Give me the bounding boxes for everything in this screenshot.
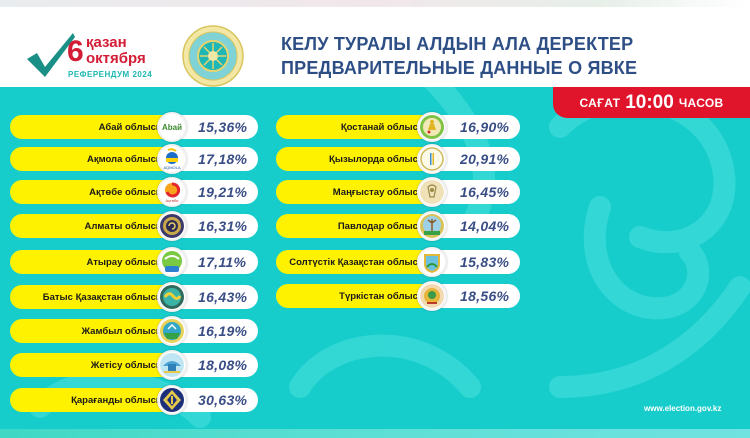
turnout-value: 17,11% <box>198 254 247 270</box>
almaty-emblem-icon <box>157 211 187 241</box>
region-name: Жамбыл облысы <box>81 325 164 337</box>
region-row: Маңғыстау облысы 16,45% <box>276 177 520 207</box>
region-row: Қызылорда облысы 20,91% <box>276 144 520 174</box>
logo-referendum: РЕФЕРЕНДУМ 2024 <box>68 70 153 79</box>
region-name: Батыс Қазақстан облысы <box>42 291 164 303</box>
akmola-emblem-icon: AQMOLA <box>157 144 187 174</box>
region-row: Павлодар облысы 14,04% <box>276 211 520 241</box>
turnout-value: 18,08% <box>198 357 248 373</box>
kyzylorda-emblem-icon <box>417 144 447 174</box>
north-kazakhstan-emblem-icon <box>417 247 447 277</box>
turnout-value: 18,56% <box>460 288 510 304</box>
abai-emblem-icon: Аbай <box>157 112 187 142</box>
region-name: Алматы облысы <box>84 220 164 232</box>
region-row: Жамбыл облысы 16,19% <box>10 316 258 346</box>
aktobe-emblem-icon: Ақтөбе <box>157 177 187 207</box>
region-name: Атырау облысы <box>86 256 165 268</box>
region-name: Түркістан облысы <box>339 290 426 302</box>
atyrau-emblem-icon <box>157 247 187 277</box>
region-row: Түркістан облысы 18,56% <box>276 281 520 311</box>
region-row: Атырау облысы 17,11% <box>10 247 258 277</box>
election-commission-emblem-icon <box>182 25 244 87</box>
top-strip <box>0 0 750 7</box>
bottom-strip <box>0 429 750 438</box>
logo-month-kz: қазан <box>86 34 127 51</box>
turnout-value: 15,36% <box>198 119 248 135</box>
region-row: Қостанай облысы 16,90% <box>276 112 520 142</box>
karaganda-emblem-icon <box>157 385 187 415</box>
turnout-value: 17,18% <box>198 151 248 167</box>
logo-day: 6 <box>67 35 84 68</box>
region-row: Ақмола облысы 17,18% AQMOLA <box>10 144 258 174</box>
svg-text:AQMOLA: AQMOLA <box>163 165 180 170</box>
turnout-value: 16,43% <box>198 289 248 305</box>
time-suffix: ЧАСОВ <box>678 95 724 110</box>
website-link[interactable]: www.election.gov.kz <box>644 404 722 413</box>
svg-text:Аbай: Аbай <box>162 123 182 132</box>
region-row: Қарағанды облысы 30,63% <box>10 385 258 415</box>
turnout-panel: Абай облысы 15,36% Аbай Ақмола облысы 17… <box>0 87 750 429</box>
pavlodar-emblem-icon <box>417 211 447 241</box>
region-name: Абай облысы <box>98 121 164 133</box>
region-row: Алматы облысы 16,31% <box>10 211 258 241</box>
turnout-value: 16,45% <box>460 184 510 200</box>
turnout-value: 20,91% <box>460 151 510 167</box>
region-row: Батыс Қазақстан облысы 16,43% <box>10 282 258 312</box>
title-kazakh: КЕЛУ ТУРАЛЫ АЛДЫН АЛА ДЕРЕКТЕР <box>281 34 634 54</box>
svg-text:Ақтөбе: Ақтөбе <box>166 198 180 203</box>
time-badge: САҒАТ 10:00 ЧАСОВ <box>553 87 750 118</box>
kostanay-emblem-icon <box>417 112 447 142</box>
turnout-value: 16,90% <box>460 119 510 135</box>
region-name: Жетісу облысы <box>90 359 164 371</box>
region-name: Ақтөбе облысы <box>89 186 164 198</box>
turnout-value: 16,19% <box>198 323 248 339</box>
region-row: Абай облысы 15,36% Аbай <box>10 112 258 142</box>
region-name: Қарағанды облысы <box>71 394 164 406</box>
turnout-value: 15,83% <box>460 254 510 270</box>
logo-month-ru: октября <box>86 50 146 67</box>
region-name: Қостанай облысы <box>340 121 426 133</box>
zhetisu-emblem-icon <box>157 350 187 380</box>
region-row: Ақтөбе облысы 19,21% Ақтөбе <box>10 177 258 207</box>
time-prefix: САҒАТ <box>579 95 621 110</box>
turnout-value: 14,04% <box>460 218 510 234</box>
title-russian: ПРЕДВАРИТЕЛЬНЫЕ ДАННЫЕ О ЯВКЕ <box>281 58 638 78</box>
region-name: Маңғыстау облысы <box>332 186 426 198</box>
header: 6 қазан октября РЕФЕРЕНДУМ 2024 КЕЛУ ТУР… <box>0 7 750 87</box>
time-value: 10:00 <box>625 91 674 113</box>
region-name: Солтүстік Қазақстан облысы <box>289 256 426 268</box>
checkmark-icon <box>27 33 75 77</box>
region-name: Ақмола облысы <box>86 153 164 165</box>
region-name: Павлодар облысы <box>337 220 426 232</box>
region-name: Қызылорда облысы <box>329 153 426 165</box>
mangystau-emblem-icon <box>417 177 447 207</box>
west-kazakhstan-emblem-icon <box>157 282 187 312</box>
turkistan-emblem-icon <box>417 281 447 311</box>
turnout-value: 30,63% <box>198 392 248 408</box>
turnout-value: 16,31% <box>198 218 248 234</box>
region-row: Солтүстік Қазақстан облысы 15,83% <box>276 247 520 277</box>
zhambyl-emblem-icon <box>157 316 187 346</box>
turnout-value: 19,21% <box>198 184 248 200</box>
region-row: Жетісу облысы 18,08% <box>10 350 258 380</box>
